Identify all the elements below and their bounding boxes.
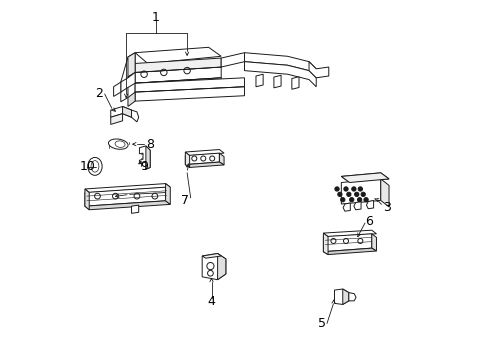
Polygon shape [121,53,135,102]
Polygon shape [135,87,244,101]
Polygon shape [110,114,122,125]
Circle shape [334,187,339,191]
Ellipse shape [88,157,102,175]
Text: 4: 4 [207,296,215,309]
Polygon shape [273,75,281,88]
Polygon shape [308,62,328,78]
Polygon shape [85,187,165,206]
Polygon shape [85,189,89,210]
Polygon shape [135,67,221,83]
Ellipse shape [115,141,125,147]
Polygon shape [128,92,135,107]
Polygon shape [255,74,263,87]
Text: 2: 2 [95,87,103,100]
Polygon shape [202,253,225,280]
Polygon shape [135,58,221,72]
Polygon shape [334,289,348,305]
Polygon shape [135,47,221,63]
Circle shape [340,198,344,202]
Circle shape [337,192,341,197]
Polygon shape [341,179,380,204]
Polygon shape [185,149,224,156]
Text: 9: 9 [140,160,148,173]
Polygon shape [341,173,388,183]
Polygon shape [366,201,373,209]
Ellipse shape [108,139,128,149]
Polygon shape [342,289,348,305]
Polygon shape [185,153,219,165]
Polygon shape [85,184,170,193]
Polygon shape [202,253,221,258]
Polygon shape [217,253,225,280]
Polygon shape [323,233,327,255]
Text: 5: 5 [318,317,325,330]
Polygon shape [323,234,371,252]
Polygon shape [135,78,244,92]
Polygon shape [113,82,121,96]
Polygon shape [185,152,189,167]
Polygon shape [145,146,150,169]
Text: 10: 10 [80,160,96,173]
Polygon shape [244,62,316,87]
Polygon shape [121,72,135,92]
Circle shape [349,198,353,202]
Polygon shape [343,203,349,211]
Circle shape [357,198,361,202]
Polygon shape [165,184,170,204]
Circle shape [343,187,347,191]
Text: 8: 8 [146,138,154,150]
Circle shape [354,192,358,197]
Text: 1: 1 [152,12,160,24]
Polygon shape [135,78,221,92]
Circle shape [351,187,355,191]
Polygon shape [131,110,139,122]
Polygon shape [348,293,355,301]
Polygon shape [323,230,376,237]
Polygon shape [380,179,388,207]
Polygon shape [341,173,388,183]
Polygon shape [244,53,316,78]
Text: 6: 6 [364,215,372,229]
Polygon shape [128,53,135,77]
Polygon shape [85,201,170,210]
Text: 3: 3 [382,202,390,215]
Polygon shape [353,202,360,210]
Circle shape [363,198,367,202]
Polygon shape [185,162,224,167]
Polygon shape [219,153,224,165]
Ellipse shape [91,161,99,172]
Polygon shape [323,248,376,255]
Circle shape [360,192,365,197]
Polygon shape [139,146,150,169]
Polygon shape [122,107,131,117]
Polygon shape [131,205,139,213]
Polygon shape [110,107,131,117]
Circle shape [357,187,362,191]
Circle shape [346,192,350,197]
Text: 7: 7 [180,194,188,207]
Polygon shape [371,234,376,251]
Polygon shape [221,53,244,67]
Polygon shape [291,77,298,89]
